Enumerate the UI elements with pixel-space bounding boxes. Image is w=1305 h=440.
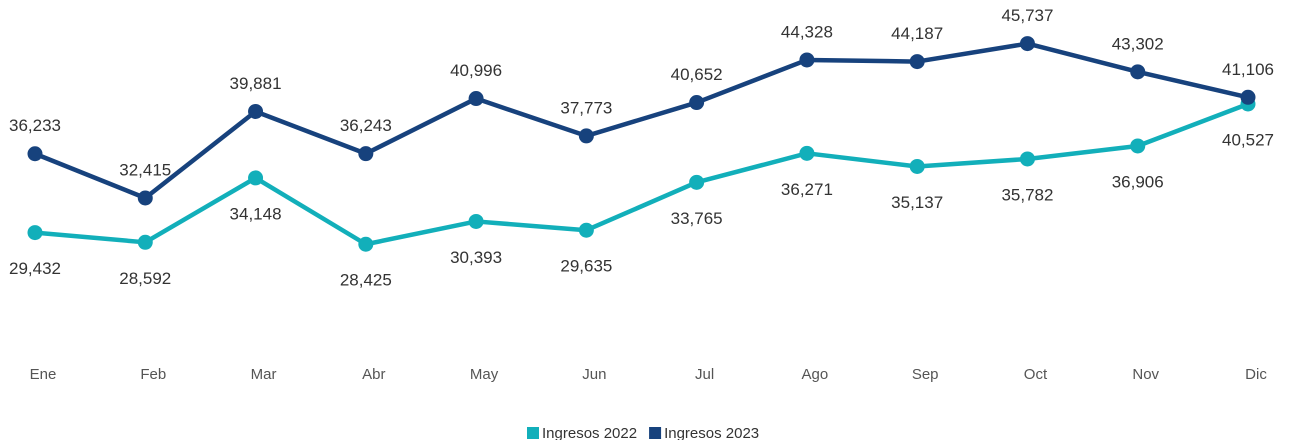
point (137, 190, 153, 206)
legend-swatch (649, 427, 662, 439)
x-tick-label: Jun (582, 366, 606, 383)
point (27, 146, 43, 162)
x-tick-label: May (470, 366, 499, 383)
data-label: 29,432 (9, 259, 61, 278)
data-label: 44,187 (891, 24, 943, 43)
series-line (34, 101, 1249, 247)
x-tick-label: Mar (251, 366, 277, 383)
data-label: 34,148 (230, 204, 282, 223)
x-tick-label: Ene (30, 366, 57, 383)
legend-label: Ingresos 2023 (664, 425, 759, 440)
point (27, 225, 43, 241)
data-label: 30,393 (450, 248, 502, 267)
x-tick-label: Ago (802, 366, 829, 383)
point (689, 174, 705, 190)
x-tick-label: Sep (912, 366, 939, 383)
legend: Ingresos 2022 Ingresos 2023 (527, 425, 759, 440)
x-tick-label: Nov (1132, 366, 1159, 383)
data-label: 37,773 (560, 98, 612, 117)
point (909, 54, 925, 70)
data-label: 45,737 (1001, 6, 1053, 25)
data-label: 29,635 (560, 257, 612, 276)
data-label: 44,328 (781, 22, 833, 41)
data-label: 28,425 (340, 271, 392, 290)
data-label: 32,415 (119, 160, 171, 179)
data-label: 35,782 (1001, 185, 1053, 204)
data-label: 35,137 (891, 193, 943, 212)
point (1240, 89, 1256, 105)
point (137, 234, 153, 250)
point (358, 146, 374, 162)
x-tick-label: Abr (362, 366, 385, 383)
point (248, 103, 264, 119)
point (1019, 36, 1035, 52)
point (578, 222, 594, 238)
data-label: 40,996 (450, 61, 502, 80)
point (468, 213, 484, 229)
point (799, 52, 815, 68)
data-label: 36,233 (9, 116, 61, 135)
data-label: 40,652 (671, 65, 723, 84)
x-tick-label: Dic (1245, 366, 1267, 383)
data-label: 36,906 (1112, 172, 1164, 191)
legend-label: Ingresos 2022 (542, 425, 637, 440)
data-label: 33,765 (671, 209, 723, 228)
point (799, 145, 815, 161)
legend-swatch (527, 427, 539, 439)
point (358, 236, 374, 252)
point (248, 170, 264, 186)
x-tick-label: Oct (1024, 366, 1048, 383)
point (689, 95, 705, 111)
series-line (34, 41, 1249, 201)
point (1130, 138, 1146, 154)
point (468, 91, 484, 107)
data-label: 40,527 (1222, 130, 1274, 149)
x-tick-label: Jul (695, 366, 714, 383)
point (1130, 64, 1146, 80)
data-label: 28,592 (119, 269, 171, 288)
x-tick-label: Feb (140, 366, 166, 383)
data-label: 36,271 (781, 180, 833, 199)
point (909, 158, 925, 174)
data-label: 41,106 (1222, 60, 1274, 79)
point (578, 128, 594, 144)
data-label: 39,881 (230, 74, 282, 93)
data-label: 36,243 (340, 116, 392, 135)
point (1019, 151, 1035, 167)
data-label: 43,302 (1112, 34, 1164, 53)
